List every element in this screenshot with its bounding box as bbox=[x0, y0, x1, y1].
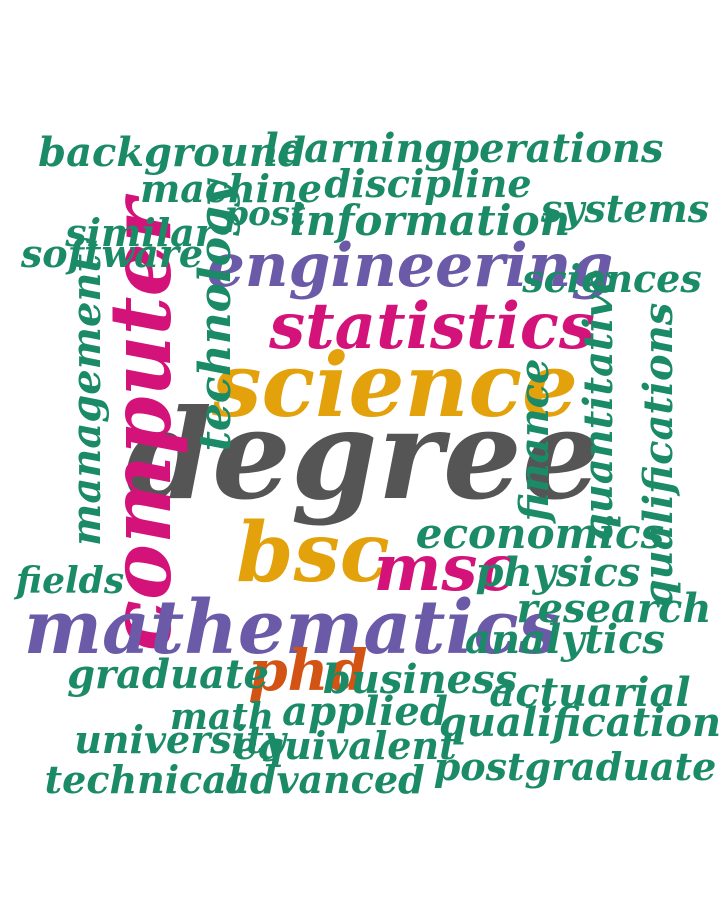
word-information: information bbox=[290, 196, 570, 245]
word-applied: applied bbox=[282, 688, 448, 735]
word-science: science bbox=[211, 333, 578, 437]
word-quantitative: quantitative bbox=[575, 269, 622, 541]
word-analytics: analytics bbox=[465, 616, 665, 663]
word-operations: operations bbox=[424, 125, 663, 172]
word-economics: economics bbox=[416, 509, 664, 558]
word-machine: machine bbox=[140, 166, 322, 211]
word-learning: learning bbox=[264, 125, 453, 172]
word-postgraduate: postgraduate bbox=[434, 744, 717, 789]
word-systems: systems bbox=[540, 186, 709, 231]
word-qualification: qualification bbox=[439, 699, 720, 746]
word-technical: technical bbox=[45, 757, 242, 802]
word-university: university bbox=[74, 717, 288, 762]
word-software: software bbox=[20, 231, 203, 276]
word-statistics: statistics bbox=[268, 289, 595, 364]
word-equivalent: equivalent bbox=[233, 723, 457, 768]
word-mathematics: mathematics bbox=[24, 585, 561, 671]
word-qualifications: qualifications bbox=[635, 303, 682, 608]
word-msc: msc bbox=[374, 531, 517, 606]
word-bsc: bsc bbox=[236, 505, 389, 601]
word-graduate: graduate bbox=[67, 651, 269, 698]
word-business: business bbox=[323, 656, 517, 703]
word-physics: physics bbox=[476, 549, 641, 596]
word-similar: similar bbox=[64, 210, 218, 255]
word-research: research bbox=[517, 585, 712, 632]
word-actuarial: actuarial bbox=[489, 669, 690, 716]
word-advanced: advanced bbox=[225, 757, 424, 802]
word-management: management bbox=[63, 253, 110, 546]
word-degree: degree bbox=[125, 383, 600, 528]
word-discipline: discipline bbox=[324, 161, 531, 206]
word-technology: technology bbox=[190, 177, 241, 451]
word-post: post bbox=[224, 194, 306, 234]
word-engineering: engineering bbox=[207, 231, 614, 301]
word-computer: computer bbox=[91, 193, 190, 651]
word-math: math bbox=[170, 696, 274, 738]
word-phd: phd bbox=[248, 638, 367, 704]
word-finance: finance bbox=[511, 359, 558, 525]
word-sciences: sciences bbox=[521, 256, 701, 301]
word-fields: fields bbox=[13, 560, 124, 602]
word-background: background bbox=[38, 129, 306, 176]
